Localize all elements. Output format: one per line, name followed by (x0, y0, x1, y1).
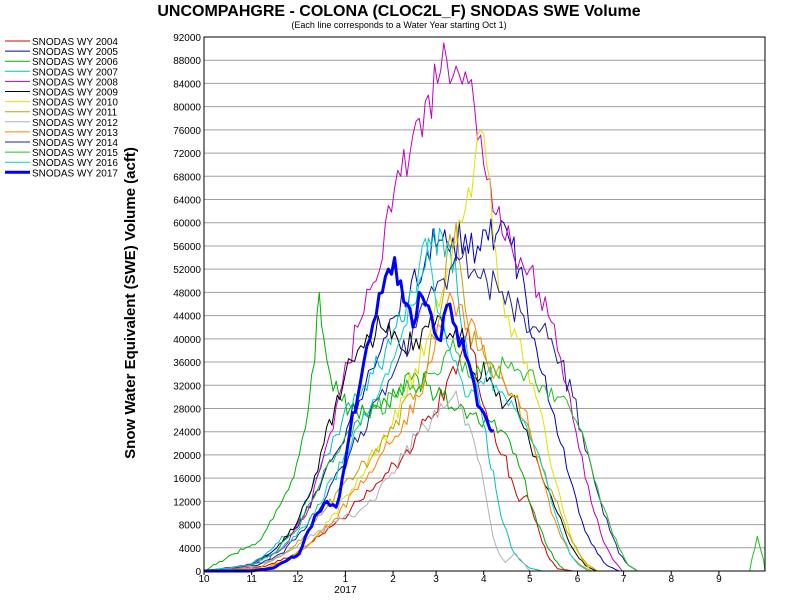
y-tick-label: 68000 (173, 172, 201, 183)
plot-frame (203, 36, 766, 572)
x-tick-label: 2 (390, 574, 396, 585)
legend-item-label: SNODAS WY 2005 (32, 47, 118, 58)
y-tick-label: 60000 (173, 219, 201, 230)
x-tick-label: 8 (668, 574, 674, 585)
y-tick-label: 28000 (173, 404, 201, 415)
y-tick-label: 8000 (179, 521, 202, 532)
x-tick-label: 6 (575, 574, 581, 585)
grid-lines (204, 36, 765, 572)
legend-item-label: SNODAS WY 2014 (32, 138, 118, 149)
y-tick-label: 52000 (173, 265, 201, 276)
y-tick-label: 72000 (173, 149, 201, 160)
legend-item-label: SNODAS WY 2010 (32, 98, 118, 109)
y-tick-label: 20000 (173, 451, 201, 462)
legend-item-label: SNODAS WY 2007 (32, 67, 118, 78)
series-line (204, 238, 765, 572)
series-lines (203, 42, 766, 573)
y-tick-label: 0 (195, 567, 201, 578)
y-tick-label: 4000 (179, 544, 202, 555)
x-tick-label: 10 (198, 574, 210, 585)
y-tick-label: 88000 (173, 56, 201, 67)
series-line (203, 42, 765, 572)
y-tick-label: 80000 (173, 103, 201, 114)
legend-item-label: SNODAS WY 2016 (32, 158, 118, 169)
y-tick-label: 64000 (173, 196, 201, 207)
x-tick-label: 5 (527, 574, 533, 585)
x-tick-label: 9 (716, 574, 722, 585)
y-axis-label: Snow Water Equivalent (SWE) Volume (acft… (122, 147, 139, 459)
series-line (203, 222, 765, 572)
y-tick-label: 32000 (173, 381, 201, 392)
y-tick-label: 36000 (173, 358, 201, 369)
legend-item-label: SNODAS WY 2008 (32, 77, 118, 88)
legend-item-label: SNODAS WY 2006 (32, 57, 118, 68)
legend-item-label: SNODAS WY 2009 (32, 88, 118, 99)
legend-item-label: SNODAS WY 2017 (32, 168, 118, 179)
y-tick-label: 24000 (173, 428, 201, 439)
legend-item-label: SNODAS WY 2013 (32, 128, 118, 139)
y-tick-label: 92000 (173, 33, 201, 44)
y-tick-label: 40000 (173, 335, 201, 346)
chart-title: UNCOMPAHGRE - COLONA (CLOC2L_F) SNODAS S… (157, 3, 640, 20)
y-tick-label: 44000 (173, 312, 201, 323)
y-tick-label: 56000 (173, 242, 201, 253)
x-tick-label: 4 (481, 574, 487, 585)
legend-item-label: SNODAS WY 2012 (32, 118, 118, 129)
y-tick-label: 48000 (173, 288, 201, 299)
x-tick-label: 11 (246, 574, 257, 585)
series-line (204, 256, 494, 573)
x-tick-label: 3 (433, 574, 439, 585)
y-tick-label: 84000 (173, 79, 201, 90)
legend-item-label: SNODAS WY 2011 (32, 108, 118, 119)
series-line (203, 227, 765, 572)
legend-item-label: SNODAS WY 2004 (32, 37, 118, 48)
chart-subtitle: (Each line corresponds to a Water Year s… (291, 20, 506, 30)
y-tick-label: 76000 (173, 126, 201, 137)
x-year-label: 2017 (334, 585, 357, 596)
y-tick-label: 16000 (173, 474, 201, 485)
y-tick-label: 12000 (173, 497, 201, 508)
y-tick-labels: 0 4000 8000 12000 16000 20000 24000 28000 32000 3… (173, 33, 201, 578)
x-tick-label: 12 (292, 574, 304, 585)
x-tick-label: 1 (343, 574, 349, 585)
legend-item-label: SNODAS WY 2015 (32, 148, 118, 159)
x-tick-label: 7 (621, 574, 627, 585)
